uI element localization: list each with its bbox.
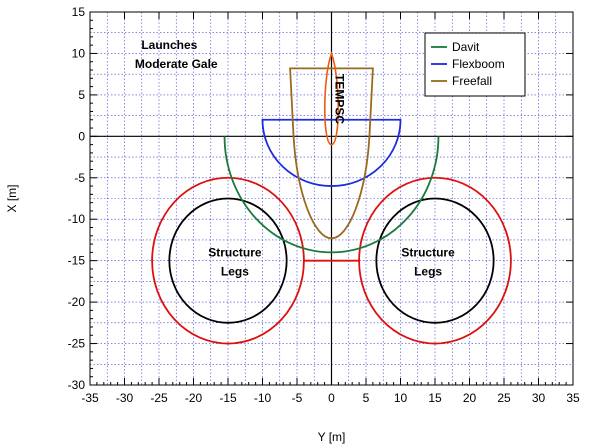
- y-tick-label: -20: [68, 295, 86, 309]
- axis-ticks: -35 -30 -25 -20 -15 -10 -5 0 5 10 15 20 25 30 35151050…: [68, 5, 580, 405]
- x-tick-label: 0: [328, 391, 335, 405]
- y-tick-label: 5: [78, 88, 85, 102]
- plot-area: [90, 12, 573, 385]
- annotation-structure-legs-left-line2: Legs: [221, 264, 249, 278]
- tempsc-outline: [324, 51, 339, 146]
- x-axis-title: Y [m]: [318, 430, 346, 444]
- legend-label-davit: Davit: [452, 40, 480, 54]
- x-tick-label: -25: [150, 391, 168, 405]
- x-tick-label: 5: [363, 391, 370, 405]
- annotation-structure-legs-right-line2: Legs: [414, 264, 442, 278]
- x-tick-label: 15: [428, 391, 442, 405]
- y-tick-label: 0: [78, 129, 85, 143]
- annotation-structure-legs-left-line1: Structure: [208, 245, 262, 259]
- y-tick-label: -15: [68, 254, 86, 268]
- annotation-moderate-gale: Moderate Gale: [135, 57, 218, 71]
- y-tick-label: 15: [72, 5, 86, 19]
- x-tick-label: 20: [463, 391, 477, 405]
- x-tick-label: -20: [185, 391, 203, 405]
- x-tick-label: 10: [394, 391, 408, 405]
- y-tick-label: -5: [74, 171, 85, 185]
- x-tick-label: -30: [116, 391, 134, 405]
- leg-inner-ellipse-1: [375, 197, 495, 324]
- x-tick-label: -10: [254, 391, 272, 405]
- y-tick-label: -25: [68, 337, 86, 351]
- y-tick-label: -30: [68, 378, 86, 392]
- x-tick-label: -5: [292, 391, 303, 405]
- annotation-tempsc: TEMPSC: [333, 74, 347, 124]
- legend-label-flexboom: Flexboom: [452, 57, 505, 71]
- legend: Davit Flexboom Freefall: [424, 32, 526, 97]
- y-tick-label: 10: [72, 46, 86, 60]
- x-tick-label: -15: [219, 391, 237, 405]
- leg-inner-ellipse-0: [168, 197, 288, 324]
- x-tick-label: -35: [81, 391, 99, 405]
- x-tick-label: 30: [532, 391, 546, 405]
- y-tick-label: -10: [68, 212, 86, 226]
- x-tick-label: 25: [497, 391, 511, 405]
- annotation-structure-legs-right-line1: Structure: [401, 245, 455, 259]
- series-flexboom: [261, 118, 402, 187]
- series-freefall: [289, 67, 374, 240]
- series-davit: [223, 136, 440, 254]
- y-axis-title: X [m]: [5, 184, 19, 212]
- legend-label-freefall: Freefall: [452, 74, 492, 88]
- annotation-launches: Launches: [141, 38, 197, 52]
- x-tick-label: 35: [566, 391, 580, 405]
